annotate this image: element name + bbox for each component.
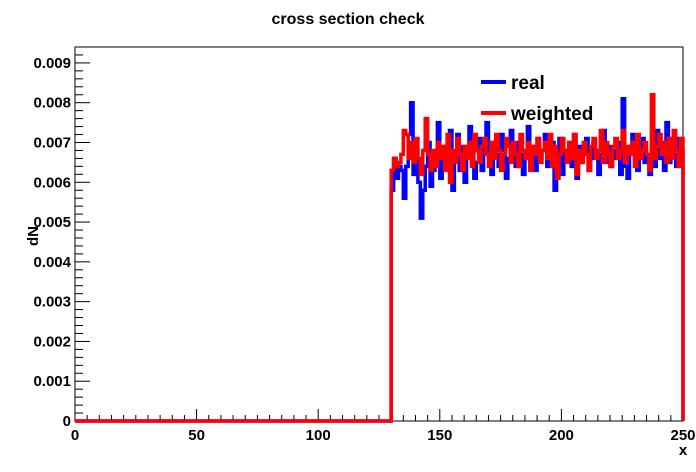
- y-tick-label: 0.007: [33, 134, 71, 151]
- y-tick-label: 0.005: [33, 214, 71, 231]
- y-tick-label: 0.004: [33, 254, 71, 271]
- x-tick-label: 150: [427, 427, 452, 444]
- y-tick-label: 0.008: [33, 95, 71, 112]
- x-tick-label: 0: [71, 427, 79, 444]
- x-axis-title: x: [679, 442, 688, 459]
- legend-label-weighted: weighted: [510, 104, 593, 125]
- x-tick-label: 100: [306, 427, 331, 444]
- y-tick-label: 0.009: [33, 55, 71, 72]
- chart-title: cross section check: [272, 11, 425, 28]
- y-tick-label: 0.003: [33, 294, 71, 311]
- y-tick-label: 0.001: [33, 373, 71, 390]
- tick-labels: 0 50 100 150 200 250 0 0.001 0.002 0.003 0.004 0.00…: [33, 55, 695, 444]
- y-tick-label: 0.006: [33, 174, 71, 191]
- legend-label-real: real: [511, 73, 545, 94]
- series-group: [75, 92, 685, 423]
- x-tick-label: 200: [549, 427, 574, 444]
- y-axis-title: dN: [25, 226, 42, 246]
- x-tick-label: 50: [188, 427, 205, 444]
- y-tick-label: 0.002: [33, 333, 71, 350]
- x-tick-label: 250: [670, 427, 695, 444]
- y-tick-label: 0: [63, 413, 71, 430]
- series-line-weighted: [75, 92, 685, 423]
- legend: real weighted: [481, 73, 593, 125]
